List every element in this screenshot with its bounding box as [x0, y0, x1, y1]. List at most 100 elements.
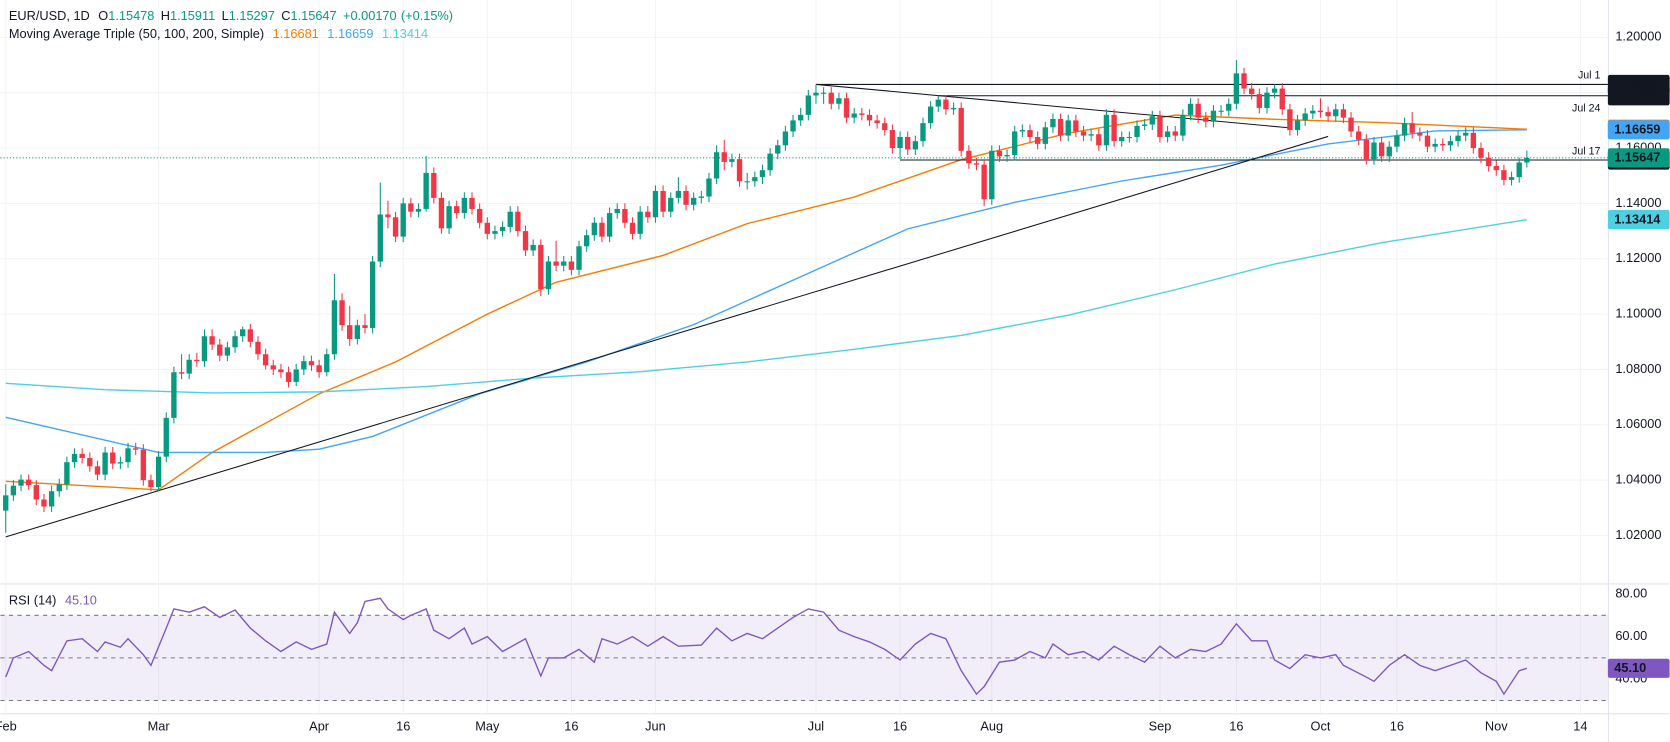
candle-body	[1363, 139, 1370, 160]
candle-body	[851, 113, 857, 118]
candle-body	[1478, 148, 1484, 158]
candle-body	[1080, 131, 1087, 136]
candle-body	[377, 214, 383, 262]
candle-body	[690, 197, 697, 205]
candle-body	[415, 208, 422, 212]
candle-body	[1226, 103, 1232, 111]
y-tick-label: 1.08000	[1615, 361, 1661, 376]
x-tick-label: 14	[1573, 718, 1587, 733]
x-tick-label: 16	[1390, 718, 1404, 733]
candle-body	[25, 479, 32, 486]
candle-body	[1096, 134, 1102, 146]
candle-body	[622, 208, 628, 223]
grid-layer	[0, 0, 1608, 714]
candle-body	[347, 325, 353, 340]
candle-body	[637, 211, 643, 234]
candle-body	[935, 99, 941, 107]
candle-body	[469, 197, 475, 209]
candles-layer	[3, 60, 1530, 533]
candle-body	[71, 453, 78, 463]
change: +0.00170	[343, 8, 397, 23]
symbol-legend: EUR/USD, 1D O1.15478 H1.15911 L1.15297 C1.15…	[9, 8, 453, 23]
candle-body	[1218, 110, 1224, 112]
x-tick-label: 16	[1229, 718, 1243, 733]
candle-body	[1325, 112, 1331, 117]
candle-body	[1042, 127, 1048, 144]
candle-body	[836, 98, 842, 104]
candle-body	[668, 197, 674, 212]
candle-body	[706, 178, 712, 197]
candle-body	[805, 95, 812, 115]
candle-body	[507, 211, 513, 227]
candle-body	[927, 106, 934, 124]
candle-body	[1157, 116, 1163, 137]
candle-body	[1386, 146, 1392, 157]
candle-body	[522, 231, 529, 251]
ohlc-value: 1.15647	[290, 8, 336, 23]
rsi-value-tag-bg	[1607, 658, 1670, 678]
candle-body	[599, 222, 605, 237]
candle-body	[1065, 120, 1071, 136]
candle-body	[255, 341, 261, 355]
y-tick-label: 1.20000	[1615, 29, 1661, 44]
y-tick-label: 1.14000	[1615, 195, 1661, 210]
x-tick-label: 16	[893, 718, 907, 733]
candle-body	[102, 452, 108, 475]
candle-body	[1088, 134, 1094, 136]
x-tick-label: Apr	[309, 718, 330, 733]
candle-body	[530, 244, 536, 251]
candle-body	[354, 325, 361, 340]
candle-body	[1034, 136, 1041, 144]
moving-average-line	[5, 114, 1527, 491]
candle-body	[950, 107, 957, 110]
x-tick-label: Nov	[1485, 718, 1508, 733]
candle-body	[10, 485, 17, 496]
candle-body	[1057, 119, 1064, 136]
candle-body	[1050, 119, 1056, 128]
candle-body	[293, 369, 299, 382]
candle-body	[56, 484, 62, 492]
x-tick-label: May	[475, 718, 500, 733]
candle-body	[897, 136, 903, 149]
candle-body	[1172, 131, 1178, 136]
candle-body	[912, 141, 919, 150]
candle-body	[790, 120, 796, 132]
candle-body	[270, 365, 276, 370]
rsi-tick-label: 80.00	[1615, 585, 1647, 600]
candle-body	[1348, 117, 1354, 132]
candle-body	[408, 203, 414, 212]
candle-body	[1440, 143, 1446, 146]
candle-body	[476, 208, 483, 223]
candle-body	[721, 152, 727, 162]
lines-layer	[0, 83, 1608, 696]
candle-body	[744, 181, 750, 183]
candle-body	[683, 190, 689, 205]
trendline	[5, 135, 1329, 538]
x-tick-label: Feb	[0, 718, 17, 733]
candle-body	[729, 159, 735, 162]
x-tick-label: 16	[564, 718, 578, 733]
candle-body	[117, 462, 124, 464]
candle-body	[1073, 120, 1079, 132]
candle-body	[362, 325, 368, 328]
candle-body	[813, 92, 819, 96]
rsi-value: 45.10	[65, 593, 97, 608]
moving-average-line	[5, 218, 1527, 394]
candle-body	[1508, 177, 1515, 180]
candle-body	[1271, 88, 1278, 93]
candle-body	[996, 150, 1003, 157]
candle-body	[1287, 109, 1293, 131]
candle-body	[18, 479, 24, 486]
candle-body	[591, 222, 597, 236]
candle-body	[1463, 132, 1469, 136]
candle-body	[561, 261, 567, 266]
candle-body	[41, 499, 47, 507]
drawing-price-tag: 1.17890	[1614, 88, 1660, 103]
candle-body	[1356, 131, 1362, 140]
candle-body	[1164, 131, 1171, 137]
candle-body	[110, 452, 116, 464]
candle-body	[752, 177, 758, 182]
candle-body	[499, 226, 506, 232]
candle-body	[1180, 114, 1186, 136]
